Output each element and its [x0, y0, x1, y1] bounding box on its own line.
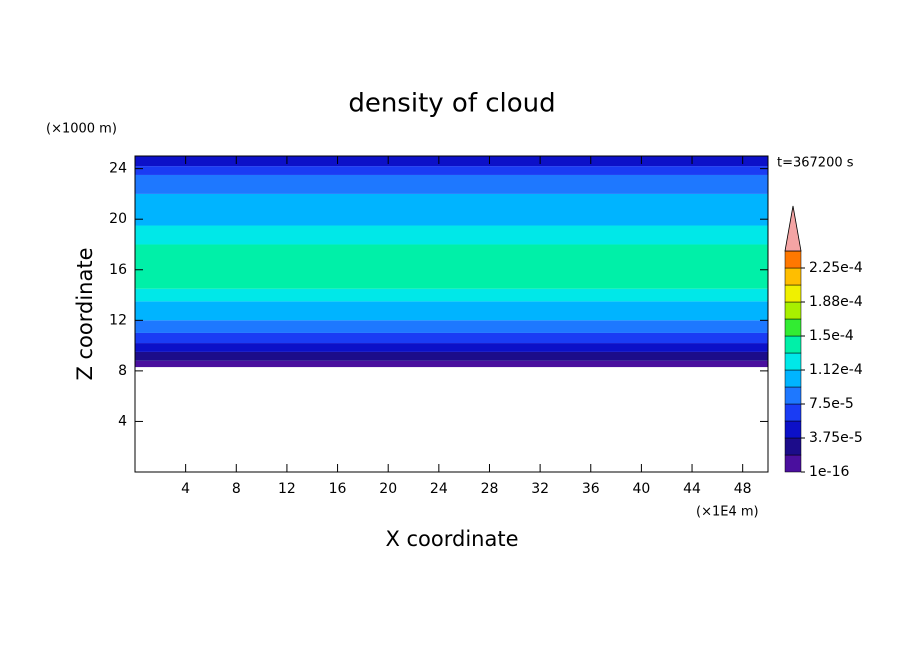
- colorbar-band: [784, 437, 802, 456]
- colorbar-tick-label: 1.88e-4: [809, 294, 863, 310]
- contour-band: [135, 343, 768, 352]
- x-tick-label: 48: [734, 481, 752, 497]
- colorbar-band: [784, 335, 802, 354]
- colorbar-band: [784, 250, 802, 269]
- x-tick-label: 4: [181, 481, 190, 497]
- colorbar-band: [784, 284, 802, 303]
- x-tick-label: 28: [481, 481, 499, 497]
- time-annotation: t=367200 s: [777, 156, 854, 171]
- x-unit: (×1E4 m): [696, 505, 759, 520]
- y-tick-label: 12: [109, 312, 127, 328]
- x-tick-label: 16: [329, 481, 347, 497]
- y-axis-label: Z coordinate: [73, 247, 97, 380]
- chart-title: density of cloud: [348, 89, 555, 119]
- y-tick-label: 8: [118, 363, 127, 379]
- contour-band: [135, 301, 768, 321]
- x-tick-label: 24: [430, 481, 448, 497]
- colorbar-band: [784, 369, 802, 388]
- contour-field: [135, 156, 768, 368]
- contour-band: [135, 166, 768, 175]
- colorbar-band: [784, 352, 802, 371]
- colorbar-tick-label: 1.5e-4: [809, 328, 854, 344]
- contour-band: [135, 193, 768, 226]
- colorbar-band: [784, 454, 802, 473]
- y-tick-label: 4: [118, 413, 127, 429]
- contour-band: [135, 332, 768, 344]
- contour-band: [135, 244, 768, 289]
- contour-band: [135, 360, 768, 368]
- x-tick-label: 40: [632, 481, 650, 497]
- colorbar-band: [784, 403, 802, 422]
- x-tick-label: 32: [531, 481, 549, 497]
- y-tick-label: 24: [109, 161, 127, 177]
- y-unit: (×1000 m): [46, 122, 117, 137]
- y-tick-label: 16: [109, 262, 127, 278]
- contour-band: [135, 351, 768, 361]
- x-tick-label: 8: [232, 481, 241, 497]
- contour-band: [135, 225, 768, 245]
- colorbar-tick-label: 3.75e-5: [809, 430, 863, 446]
- colorbar-band: [784, 420, 802, 439]
- contour-band: [135, 288, 768, 302]
- x-tick-label: 36: [582, 481, 600, 497]
- x-tick-label: 44: [683, 481, 701, 497]
- colorbar-band: [784, 301, 802, 320]
- contour-band: [135, 156, 768, 167]
- x-axis-label: X coordinate: [385, 527, 518, 551]
- plot-frame: [134, 155, 769, 473]
- contour-band: [135, 174, 768, 194]
- x-tick-label: 20: [379, 481, 397, 497]
- colorbar-band: [784, 267, 802, 286]
- y-tick-label: 20: [109, 211, 127, 227]
- x-tick-label: 12: [278, 481, 296, 497]
- contour-band: [135, 320, 768, 333]
- colorbar-band: [784, 318, 802, 337]
- colorbar-extension: [784, 205, 802, 252]
- colorbar-tick-label: 2.25e-4: [809, 260, 863, 276]
- colorbar-tick-label: 7.5e-5: [809, 396, 854, 412]
- colorbar-tick-label: 1.12e-4: [809, 362, 863, 378]
- colorbar-tick-label: 1e-16: [809, 464, 849, 480]
- colorbar-band: [784, 386, 802, 405]
